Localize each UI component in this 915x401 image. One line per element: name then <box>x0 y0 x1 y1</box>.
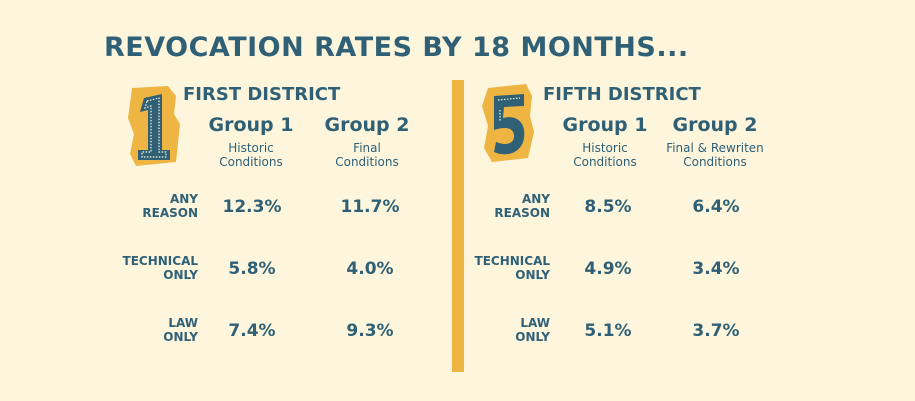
district-1-badge-icon <box>128 86 180 166</box>
district-1-value: 9.3% <box>346 321 394 341</box>
district-5-row-label-any-reason: ANY REASON <box>494 192 550 220</box>
district-5-value: 3.7% <box>692 321 740 341</box>
district-1-row-label-law-only: LAW ONLY <box>163 316 198 344</box>
district-5-value: 5.1% <box>584 321 632 341</box>
district-5-row-label-technical-only: TECHNICAL ONLY <box>474 254 550 282</box>
district-5-group-2-subtitle: Final & Rewriten Conditions <box>666 141 764 169</box>
district-divider <box>452 80 464 372</box>
district-5-group-2-title: Group 2 <box>672 114 758 136</box>
district-1-row-label-technical-only: TECHNICAL ONLY <box>122 254 198 282</box>
district-5-group-1-subtitle: Historic Conditions <box>573 141 637 169</box>
district-1-value: 12.3% <box>222 197 282 217</box>
district-1-value: 5.8% <box>228 259 276 279</box>
district-1-group-2-title: Group 2 <box>324 114 410 136</box>
page-title: REVOCATION RATES BY 18 MONTHS... <box>104 32 689 63</box>
district-1-value: 7.4% <box>228 321 276 341</box>
district-5-row-label-law-only: LAW ONLY <box>515 316 550 344</box>
district-1-group-2-subtitle: Final Conditions <box>335 141 399 169</box>
district-5-value: 8.5% <box>584 197 632 217</box>
district-1-value: 11.7% <box>340 197 400 217</box>
district-5-group-1-title: Group 1 <box>562 114 648 136</box>
district-1-group-1-title: Group 1 <box>208 114 294 136</box>
district-1-name: FIRST DISTRICT <box>183 84 341 105</box>
district-5-badge-icon <box>482 84 534 162</box>
district-5-value: 3.4% <box>692 259 740 279</box>
district-1-group-1-subtitle: Historic Conditions <box>219 141 283 169</box>
district-5-value: 4.9% <box>584 259 632 279</box>
district-5-name: FIFTH DISTRICT <box>543 84 701 105</box>
district-1-row-label-any-reason: ANY REASON <box>142 192 198 220</box>
district-1-value: 4.0% <box>346 259 394 279</box>
district-5-value: 6.4% <box>692 197 740 217</box>
